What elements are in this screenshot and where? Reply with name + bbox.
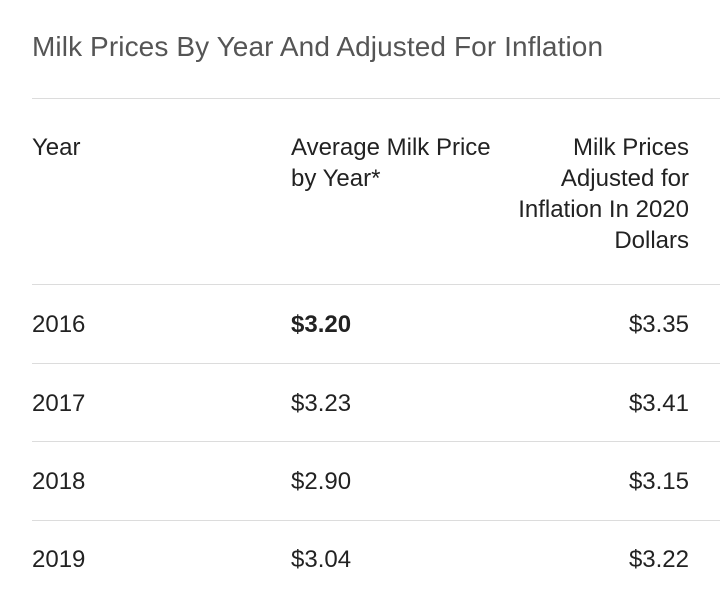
column-header-year: Year bbox=[32, 134, 81, 161]
cell-average-price: $3.04 bbox=[291, 546, 352, 573]
cell-year: 2019 bbox=[32, 546, 86, 573]
cell-adjusted-price: $3.15 bbox=[628, 468, 689, 495]
divider bbox=[32, 363, 720, 364]
cell-adjusted-price: $3.35 bbox=[628, 311, 689, 338]
cell-average-price: $3.20 bbox=[291, 311, 352, 338]
column-header-average-price: Average Milk Price by Year* bbox=[291, 134, 491, 192]
cell-year: 2018 bbox=[32, 468, 86, 495]
cell-adjusted-price: $3.41 bbox=[628, 390, 689, 417]
divider bbox=[32, 284, 720, 285]
column-header-adjusted-price: Milk Prices Adjusted for Inflation In 20… bbox=[518, 134, 689, 254]
cell-average-price: $3.23 bbox=[291, 390, 352, 417]
cell-average-price: $2.90 bbox=[291, 468, 352, 495]
divider bbox=[32, 441, 720, 442]
cell-year: 2016 bbox=[32, 311, 86, 338]
divider bbox=[32, 98, 720, 99]
table-title: Milk Prices By Year And Adjusted For Inf… bbox=[32, 31, 604, 62]
cell-year: 2017 bbox=[32, 390, 86, 417]
divider bbox=[32, 520, 720, 521]
cell-adjusted-price: $3.22 bbox=[628, 546, 689, 573]
